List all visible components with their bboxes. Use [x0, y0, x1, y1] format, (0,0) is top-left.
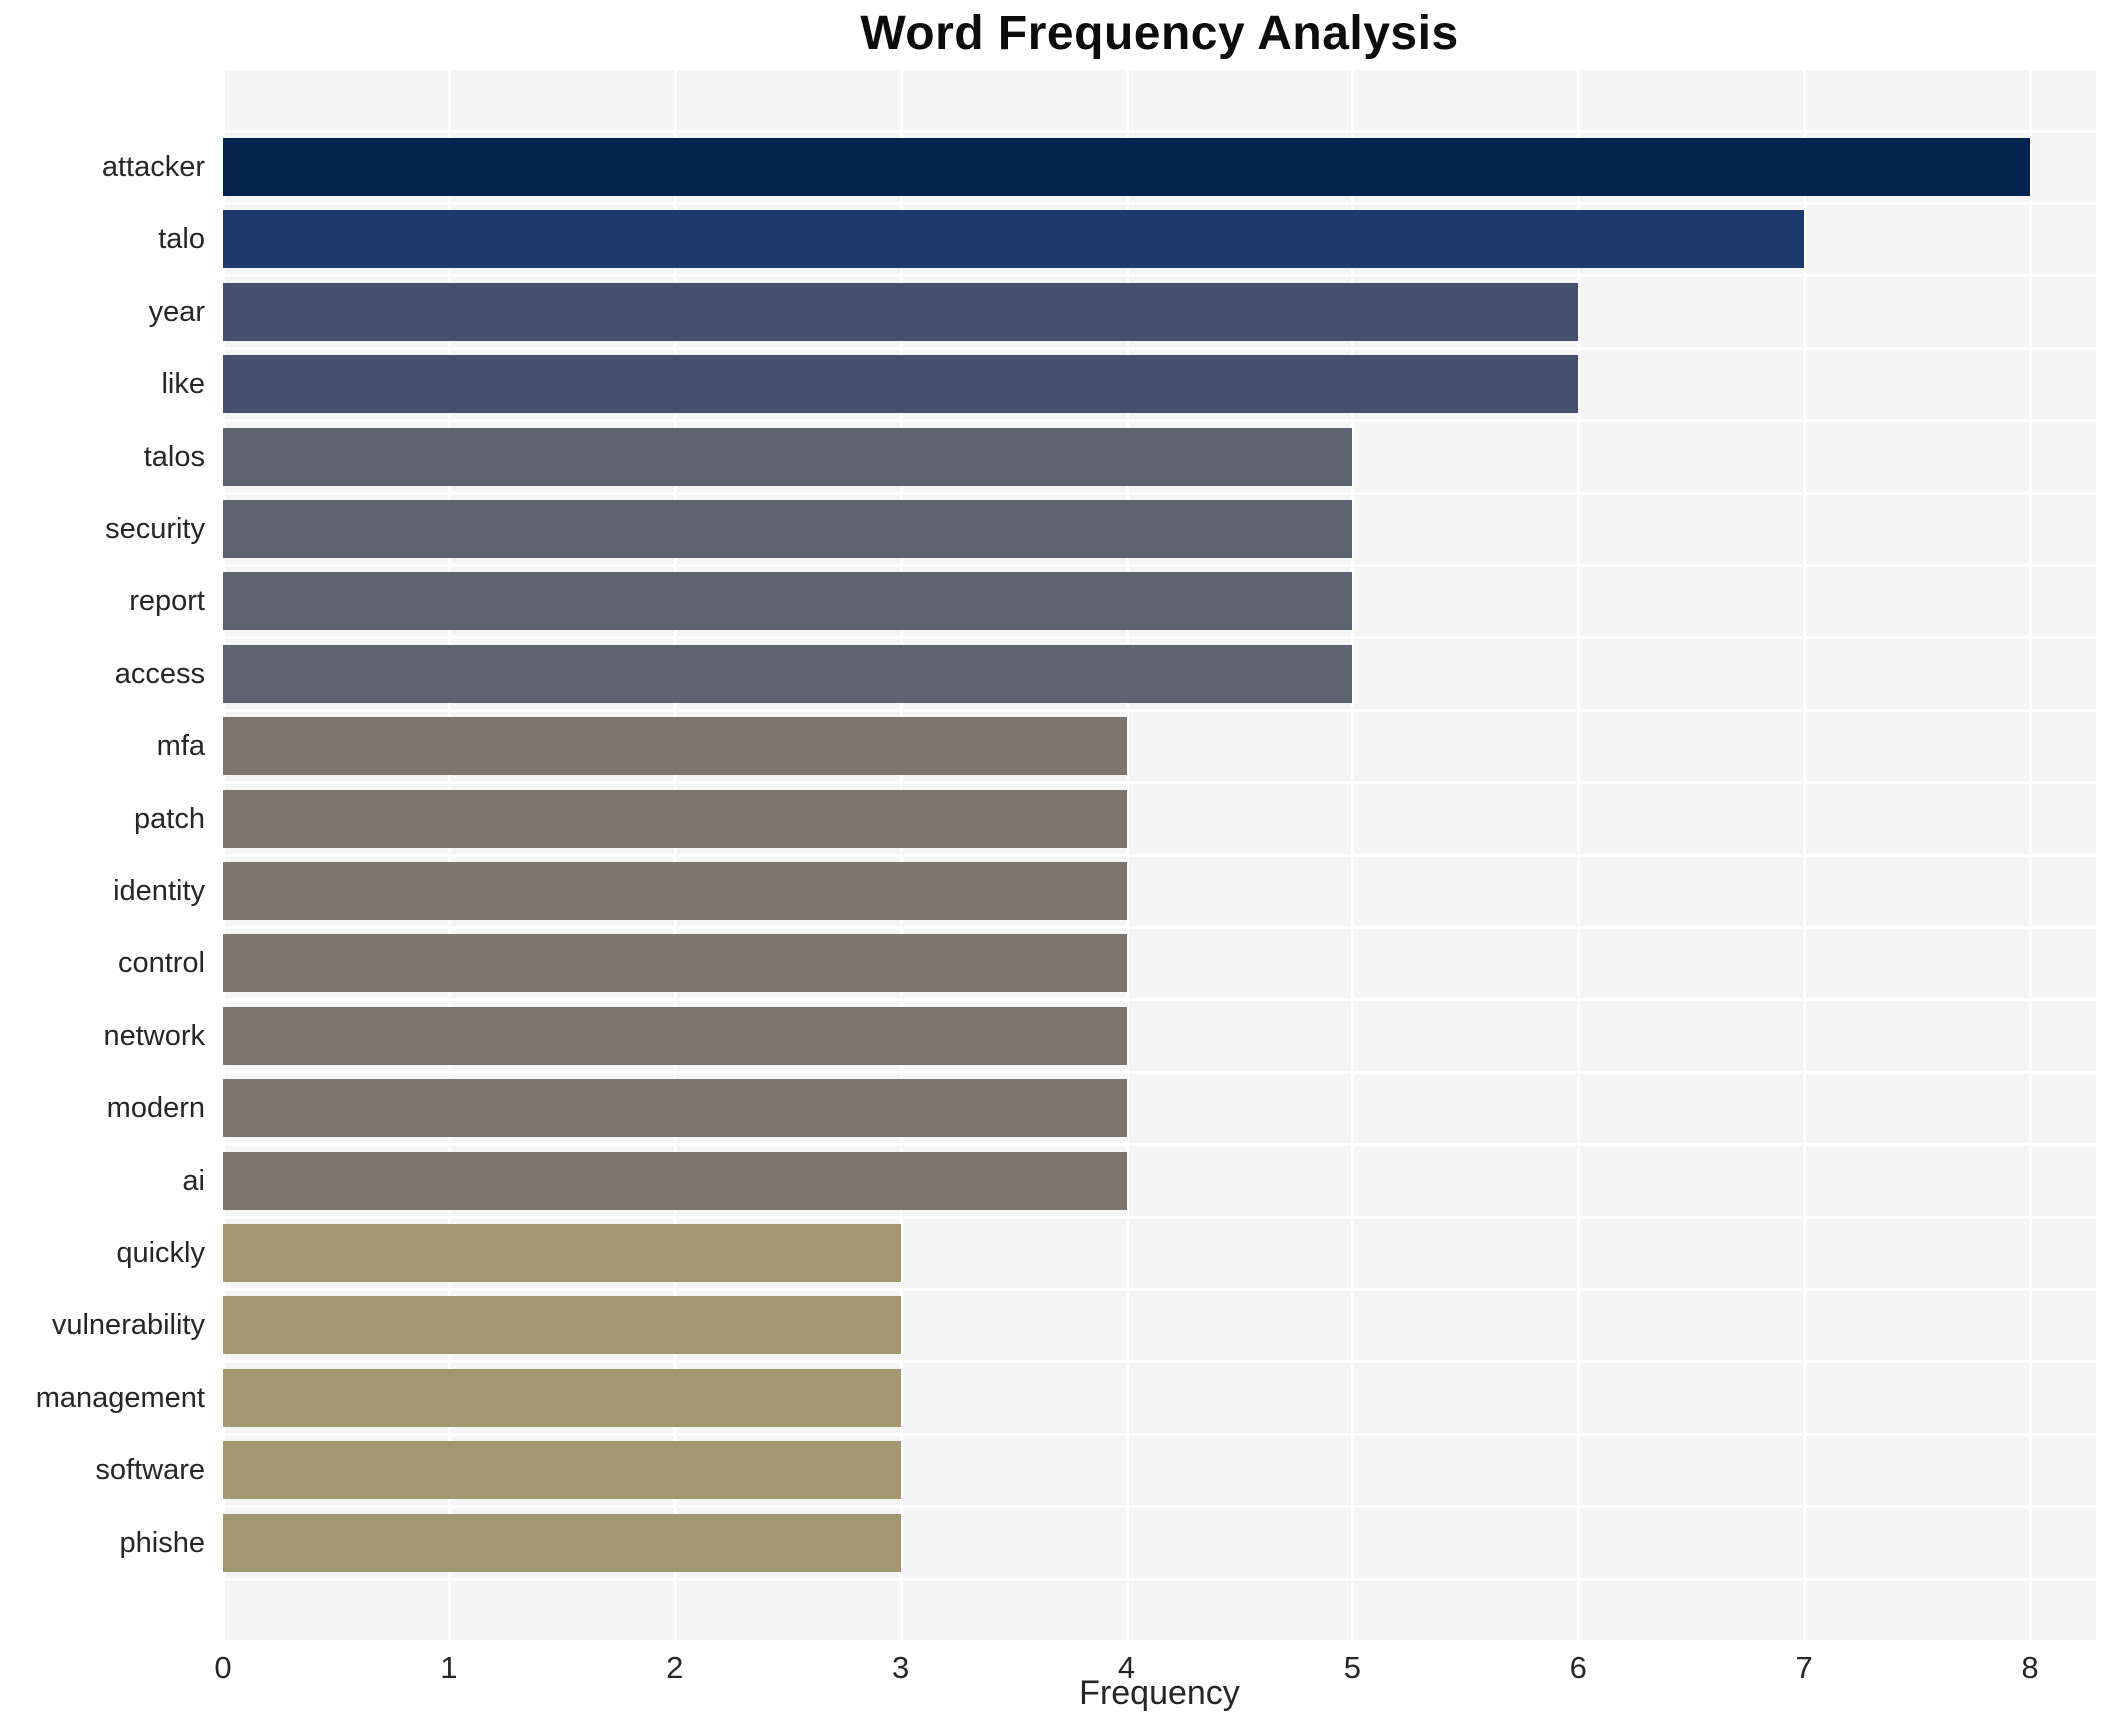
- gridline-row-7: [223, 636, 2096, 640]
- x-tick-8: 8: [2021, 1650, 2039, 1685]
- y-label-vulnerability: vulnerability: [51, 1309, 205, 1342]
- bar-control: [223, 934, 1127, 993]
- gridline-row-16: [223, 1287, 2096, 1291]
- y-label-modern: modern: [106, 1092, 205, 1125]
- gridline-row-6: [223, 563, 2096, 567]
- y-label-software: software: [95, 1454, 205, 1487]
- bar-talos: [223, 427, 1353, 486]
- x-tick-4: 4: [1117, 1650, 1136, 1685]
- bar-like: [223, 355, 1579, 414]
- bar-report: [223, 572, 1353, 631]
- gridline-row-0: [223, 129, 2096, 133]
- y-label-year: year: [148, 295, 205, 328]
- x-tick-0: 0: [214, 1650, 232, 1685]
- bar-ai: [223, 1151, 1127, 1210]
- gridline-row-19: [223, 1505, 2096, 1509]
- bar-software: [223, 1441, 901, 1500]
- y-label-attacker: attacker: [101, 151, 205, 183]
- x-tick-6: 6: [1569, 1650, 1587, 1685]
- bar-identity: [223, 862, 1127, 920]
- bar-talo: [223, 210, 1805, 269]
- x-tick-7: 7: [1795, 1650, 1813, 1685]
- gridline-row-13: [223, 1070, 2096, 1074]
- bar-modern: [223, 1079, 1127, 1138]
- gridline-row-11: [223, 925, 2096, 929]
- gridline-x-3: [899, 70, 903, 1640]
- y-label-report: report: [129, 585, 205, 618]
- y-label-identity: identity: [113, 875, 205, 907]
- gridline-x-0: [223, 70, 225, 1640]
- y-label-management: management: [35, 1381, 205, 1414]
- y-label-mfa: mfa: [156, 730, 205, 763]
- bar-network: [223, 1006, 1127, 1065]
- y-label-patch: patch: [134, 802, 205, 835]
- gridline-x-7: [1803, 70, 1807, 1640]
- gridline-row-15: [223, 1215, 2096, 1219]
- bar-management: [223, 1368, 901, 1427]
- gridline-x-8: [2029, 70, 2032, 1640]
- bar-mfa: [223, 717, 1127, 776]
- y-label-security: security: [105, 513, 205, 545]
- gridline-row-4: [223, 419, 2096, 423]
- gridline-row-10: [223, 853, 2096, 857]
- y-label-access: access: [114, 657, 205, 690]
- bar-year: [223, 282, 1579, 341]
- bar-security: [223, 500, 1353, 558]
- y-label-talos: talos: [143, 440, 205, 473]
- bar-quickly: [223, 1224, 901, 1282]
- gridline-row-12: [223, 998, 2096, 1002]
- gridline-row-9: [223, 781, 2096, 785]
- y-label-phishe: phishe: [119, 1526, 205, 1559]
- gridline-x-1: [447, 70, 451, 1640]
- bar-patch: [223, 789, 1127, 848]
- bar-access: [223, 644, 1353, 703]
- bar-attacker: [223, 138, 2030, 196]
- y-label-like: like: [161, 368, 205, 401]
- y-label-quickly: quickly: [116, 1237, 205, 1269]
- plot-area: [223, 70, 2096, 1640]
- gridline-row-17: [223, 1360, 2096, 1364]
- chart-title: Word Frequency Analysis: [860, 7, 1459, 60]
- x-axis-title: Frequency: [1079, 1674, 1240, 1712]
- gridline-row-20: [223, 1577, 2096, 1581]
- y-label-talo: talo: [158, 223, 205, 256]
- gridline-row-14: [223, 1143, 2096, 1147]
- gridline-row-8: [223, 708, 2096, 712]
- y-label-control: control: [117, 947, 205, 980]
- y-label-ai: ai: [182, 1164, 205, 1197]
- x-tick-2: 2: [666, 1650, 684, 1685]
- gridline-x-2: [673, 70, 677, 1640]
- y-label-network: network: [103, 1019, 205, 1052]
- gridline-row-1: [223, 201, 2096, 205]
- gridline-row-2: [223, 274, 2096, 278]
- gridline-row-3: [223, 346, 2096, 350]
- gridline-x-5: [1351, 70, 1355, 1640]
- gridline-x-4: [1125, 70, 1129, 1640]
- gridline-x-6: [1577, 70, 1581, 1640]
- x-tick-5: 5: [1343, 1650, 1361, 1685]
- gridline-row-18: [223, 1432, 2096, 1436]
- x-tick-1: 1: [440, 1650, 458, 1685]
- bar-vulnerability: [223, 1296, 901, 1355]
- x-tick-3: 3: [892, 1650, 910, 1685]
- gridline-row-5: [223, 491, 2096, 495]
- bar-phishe: [223, 1513, 901, 1572]
